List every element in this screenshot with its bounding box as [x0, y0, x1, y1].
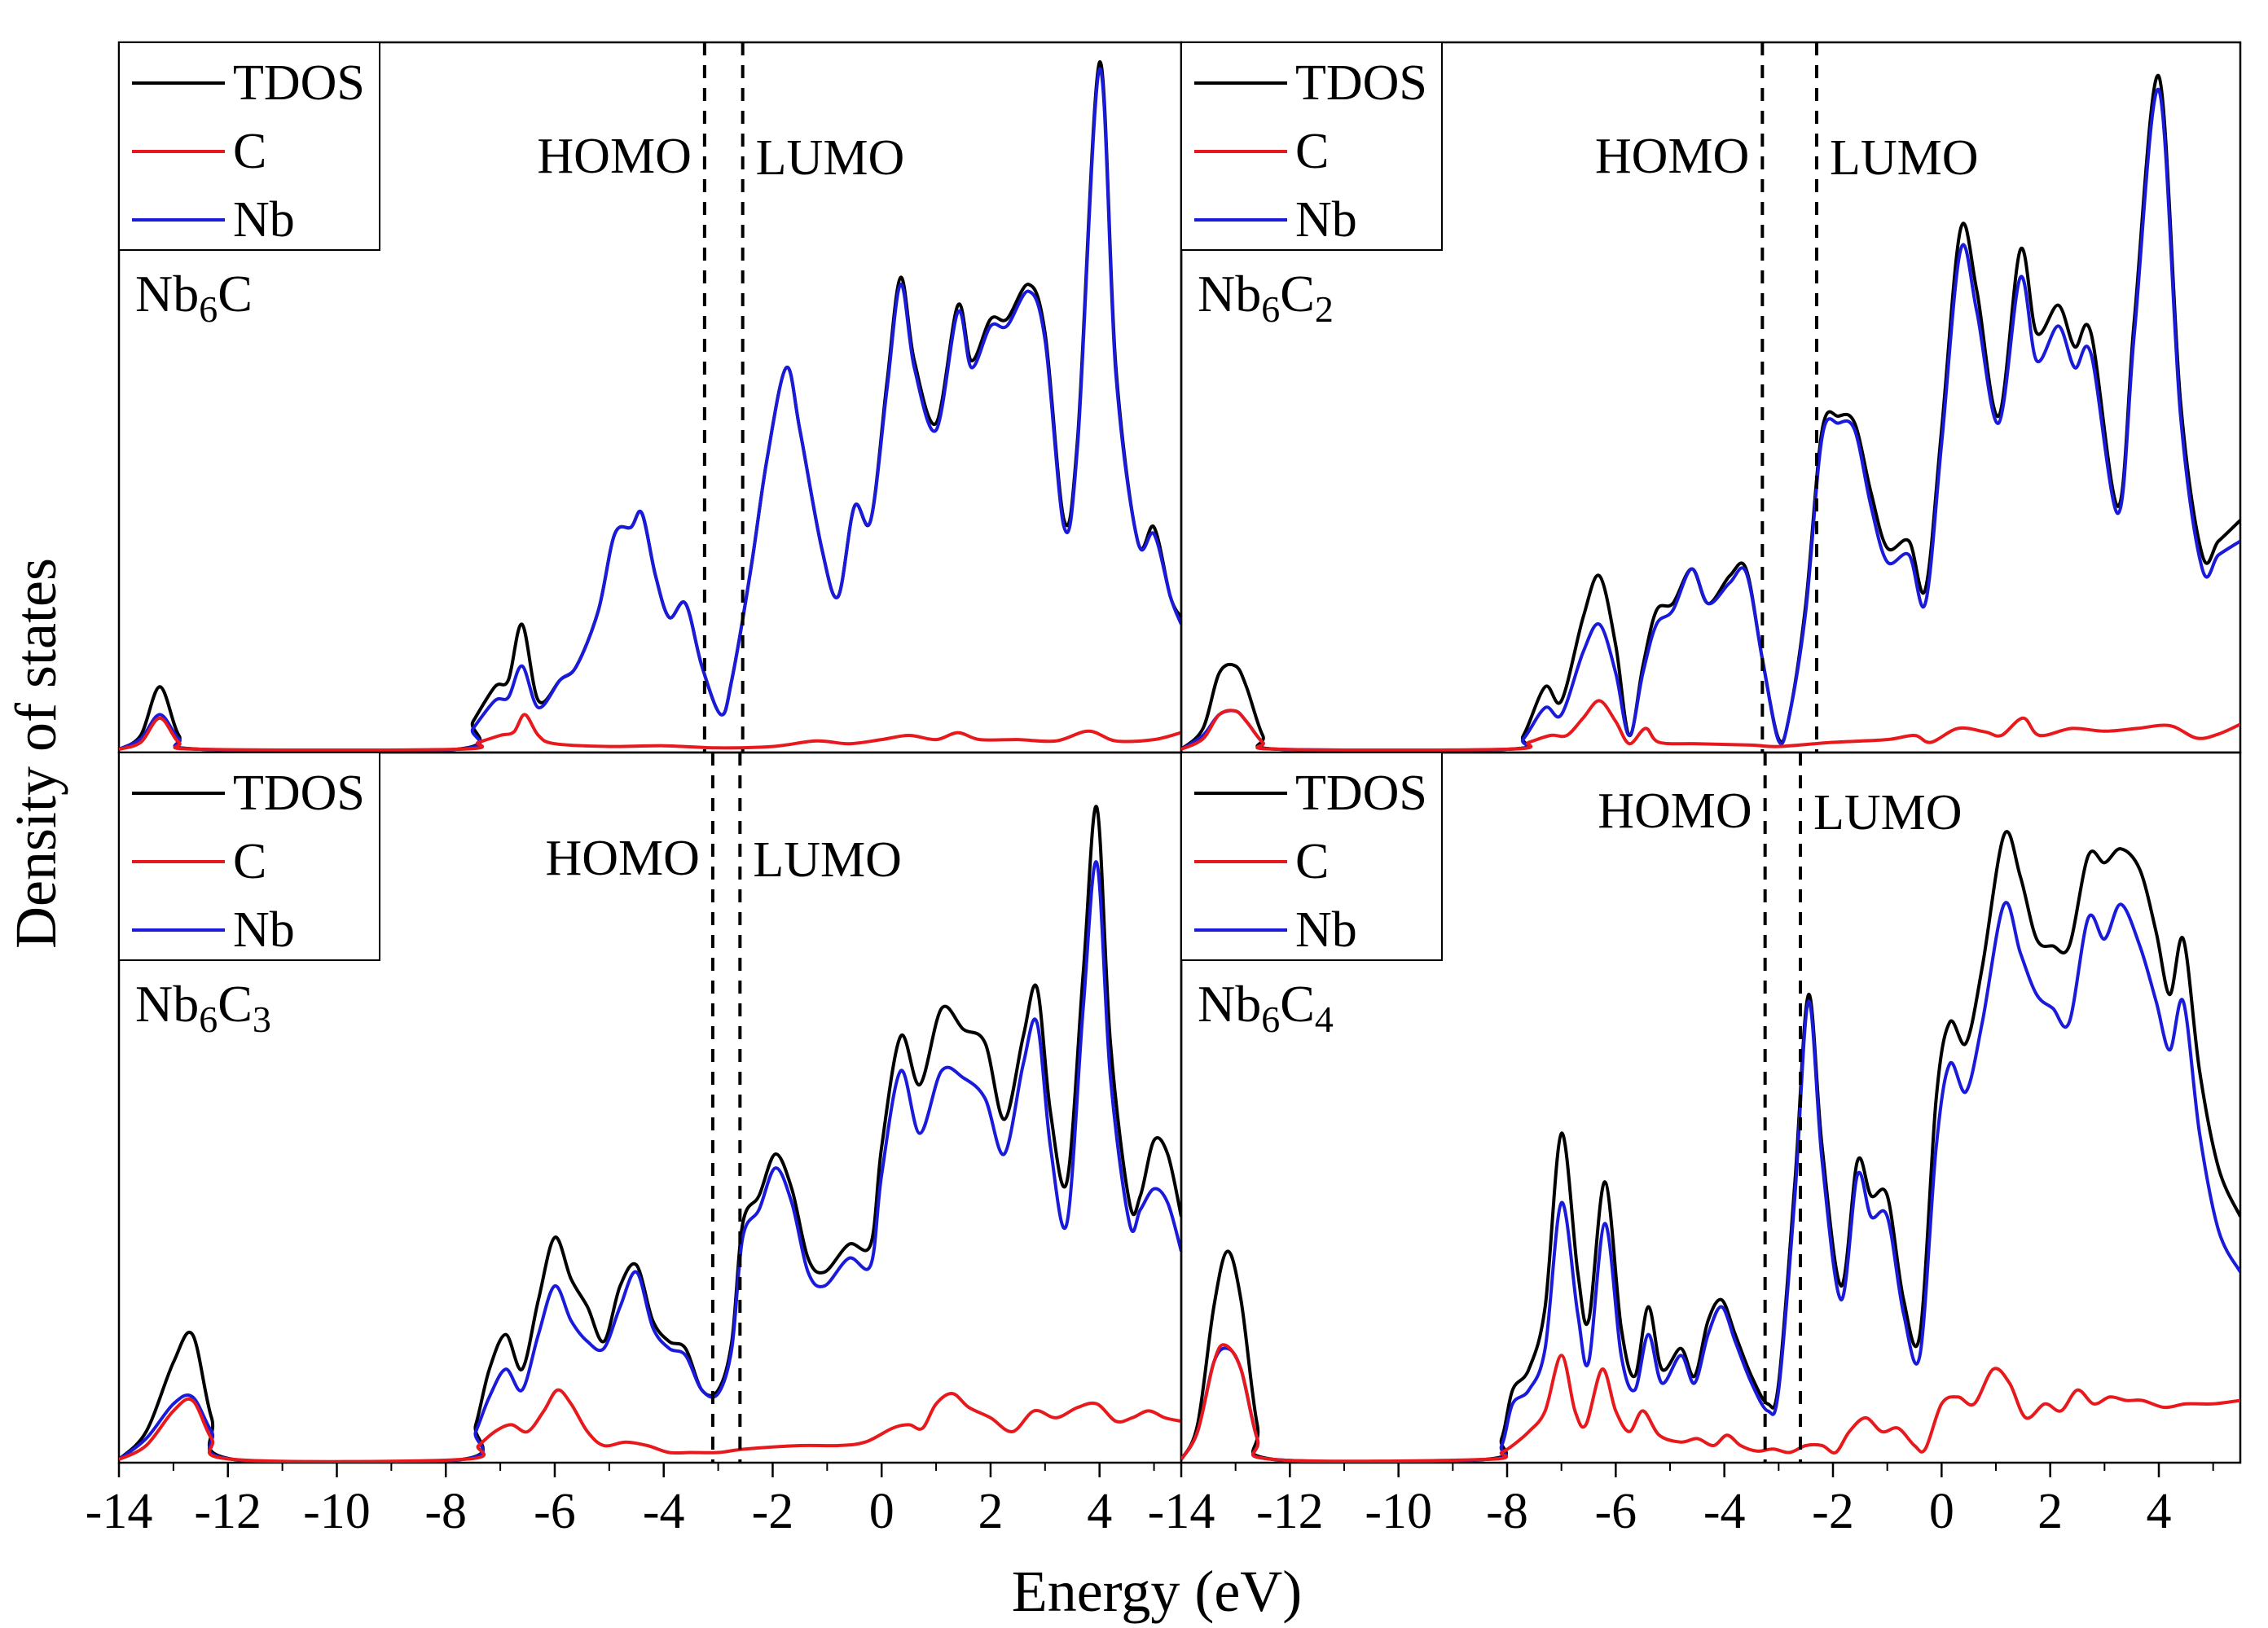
- panel-label-text: Nb: [1198, 975, 1261, 1033]
- x-tick-label: -12: [194, 1484, 262, 1539]
- x-tick-label: -6: [534, 1484, 576, 1539]
- legend-label-c: C: [1295, 124, 1329, 179]
- legend-box: [1180, 752, 1443, 961]
- legend-box: [118, 752, 380, 961]
- panel-compound-label: Nb6C4: [1198, 975, 1334, 1040]
- legend-label-c: C: [1295, 834, 1329, 889]
- series-line-nb: [119, 67, 1181, 753]
- panel-label-text: Nb: [135, 975, 199, 1033]
- panel-label-text: C: [1280, 265, 1315, 323]
- lumo-label: LUMO: [1813, 785, 1963, 840]
- x-ticks-group: -14 -12 -10 -8 -6 -4 -2 0 2 4 -14 -12 -10 -8 -6 -4 -2 0 2 4: [86, 1463, 2214, 1539]
- x-tick-label: -8: [1486, 1484, 1528, 1539]
- legend: TDOS C Nb: [1180, 42, 1443, 251]
- x-tick-label: -10: [303, 1484, 371, 1539]
- x-tick-label: -12: [1256, 1484, 1324, 1539]
- lumo-label: LUMO: [753, 832, 902, 888]
- panel-label-subscript: 6: [1261, 998, 1280, 1040]
- legend: TDOS C Nb: [118, 752, 380, 961]
- x-tick-label: -14: [86, 1484, 153, 1539]
- x-tick-label: 2: [978, 1484, 1003, 1539]
- series-line-c: [119, 1388, 1181, 1463]
- series-line-tdos: [119, 805, 1181, 1463]
- x-tick-label: -4: [1703, 1484, 1746, 1539]
- series-line-nb: [119, 860, 1181, 1463]
- series-line-nb: [1181, 87, 2240, 753]
- panel-label-subscript: 4: [1315, 998, 1334, 1040]
- panel-frame: [1180, 751, 2242, 1464]
- legend-label-c: C: [233, 834, 266, 889]
- legend-label-tdos: TDOS: [233, 766, 365, 821]
- x-tick-label: -6: [1595, 1484, 1637, 1539]
- x-tick-label: -8: [424, 1484, 467, 1539]
- x-tick-label: 0: [1929, 1484, 1954, 1539]
- x-tick-label: 2: [2037, 1484, 2063, 1539]
- x-tick-label: 4: [2147, 1484, 2172, 1539]
- homo-label: HOMO: [545, 831, 699, 886]
- x-tick-label: -4: [643, 1484, 685, 1539]
- homo-label: HOMO: [537, 129, 691, 184]
- panel-compound-label: Nb6C2: [1198, 265, 1334, 330]
- series-line-c: [119, 713, 1181, 753]
- panel-compound-label: Nb6C3: [135, 975, 271, 1040]
- x-tick-label: 0: [869, 1484, 894, 1539]
- legend-label-nb: Nb: [233, 902, 295, 958]
- legend-label-nb: Nb: [1295, 902, 1357, 958]
- y-axis-title: Density of states: [3, 558, 68, 949]
- legend: TDOS C Nb: [1180, 752, 1443, 961]
- panel-label-text: C: [218, 975, 253, 1033]
- homo-label: HOMO: [1595, 129, 1749, 184]
- legend-label-c: C: [233, 124, 266, 179]
- series-line-c: [1181, 699, 2240, 753]
- legend-label-tdos: TDOS: [1295, 766, 1427, 821]
- panel-label-text: C: [1280, 975, 1315, 1033]
- panel-label-subscript: 2: [1315, 288, 1334, 330]
- panel-label-subscript: 3: [253, 998, 271, 1040]
- x-tick-label: -2: [752, 1484, 794, 1539]
- panel-curves: [119, 60, 1181, 753]
- x-axis-title: Energy (eV): [1012, 1559, 1303, 1624]
- homo-label: HOMO: [1598, 783, 1752, 839]
- legend: TDOS C Nb: [118, 42, 380, 251]
- panel-label-subscript: 6: [199, 998, 218, 1040]
- panel-label-text: Nb: [135, 265, 199, 323]
- panel-curves: [119, 805, 1181, 1463]
- series-line-c: [1181, 1343, 2240, 1463]
- x-tick-label: -2: [1812, 1484, 1854, 1539]
- panel-label-subscript: 6: [1261, 288, 1280, 330]
- legend-label-nb: Nb: [1295, 192, 1357, 248]
- panel-compound-label: Nb6C: [135, 265, 253, 330]
- panel-label-subscript: 6: [199, 288, 218, 330]
- legend-box: [1180, 42, 1443, 251]
- panel-label-text: C: [218, 265, 253, 323]
- x-tick-label: -10: [1365, 1484, 1432, 1539]
- legend-label-tdos: TDOS: [233, 55, 365, 111]
- panel-label-text: Nb: [1198, 265, 1261, 323]
- legend-label-nb: Nb: [233, 192, 295, 248]
- legend-label-tdos: TDOS: [1295, 55, 1427, 111]
- x-tick-label: 4: [1087, 1484, 1112, 1539]
- legend-box: [118, 42, 380, 251]
- lumo-label: LUMO: [1830, 130, 1979, 186]
- panel-curves: [1181, 73, 2240, 753]
- lumo-label: LUMO: [756, 130, 905, 186]
- x-tick-label: -14: [1148, 1484, 1215, 1539]
